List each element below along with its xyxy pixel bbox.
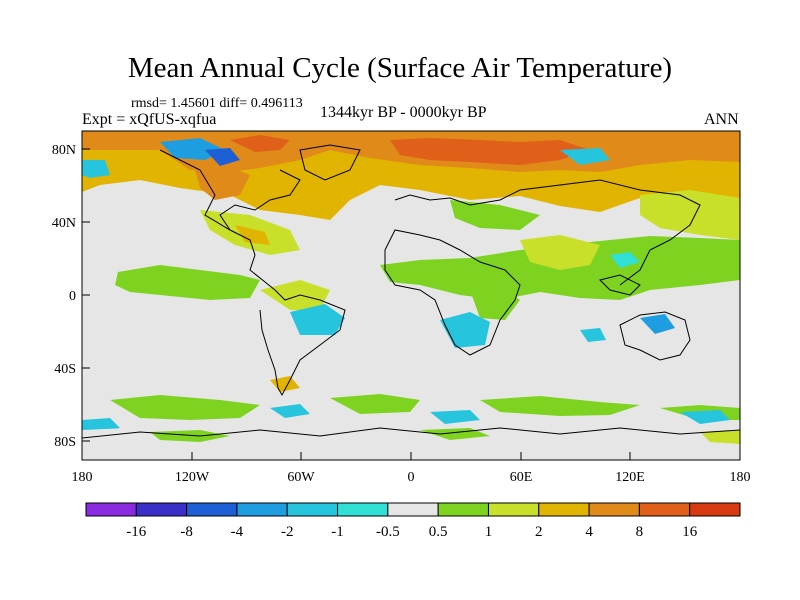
lon-label: 180 bbox=[730, 470, 751, 485]
colorbar-label: -4 bbox=[231, 524, 244, 540]
cooling-patch bbox=[580, 328, 606, 342]
lat-label: 80S bbox=[54, 435, 76, 450]
antarctic-cooling bbox=[430, 410, 480, 424]
lat-label: 40S bbox=[54, 362, 76, 377]
colorbar-label: 16 bbox=[682, 524, 698, 540]
cooling-patch bbox=[82, 160, 110, 178]
season-label: ANN bbox=[704, 111, 739, 128]
latitude-axis: 80N 40N 0 40S 80S bbox=[52, 143, 90, 450]
colorbar-swatch bbox=[387, 502, 439, 517]
antarctica-warming bbox=[150, 430, 230, 442]
longitude-axis: 180 120W 60W 0 60E 120E 180 bbox=[72, 452, 751, 485]
lon-label: 180 bbox=[72, 470, 93, 485]
colorbar-swatch bbox=[337, 502, 389, 517]
southern-ocean-warming bbox=[480, 396, 640, 416]
map-plot bbox=[82, 131, 740, 460]
coastlines bbox=[82, 144, 740, 439]
antarctica-neutral bbox=[82, 425, 740, 460]
colorbar-label: -16 bbox=[126, 524, 146, 540]
experiment-label: Expt = xQfUS-xqfua bbox=[82, 111, 217, 128]
colorbar-label: -0.5 bbox=[376, 524, 400, 540]
colorbar-label: 4 bbox=[585, 524, 593, 540]
southern-ocean-warming bbox=[330, 394, 420, 414]
eurasia-warming bbox=[450, 200, 540, 230]
colorbar-swatch bbox=[236, 502, 288, 517]
lat-label: 0 bbox=[69, 289, 76, 304]
colorbar-swatch bbox=[186, 502, 238, 517]
antarctic-cooling bbox=[680, 410, 730, 424]
lon-label: 0 bbox=[408, 470, 415, 485]
colorbar-swatch bbox=[638, 502, 691, 517]
colorbar-label: 1 bbox=[485, 524, 493, 540]
colorbar-swatch bbox=[437, 502, 489, 517]
cooling-patch bbox=[560, 148, 610, 165]
colorbar-swatch bbox=[538, 502, 590, 517]
warming-zone-orange bbox=[235, 225, 270, 245]
lon-label: 60W bbox=[287, 470, 315, 485]
asia-warming bbox=[640, 190, 740, 240]
south-america-warming bbox=[260, 280, 330, 310]
cooling-patch bbox=[160, 138, 225, 160]
lon-label: 120E bbox=[615, 470, 645, 485]
period-label: 1344kyr BP - 0000kyr BP bbox=[320, 104, 487, 121]
lon-label: 60E bbox=[510, 470, 533, 485]
colorbar-label: 8 bbox=[636, 524, 644, 540]
cooling-patch bbox=[290, 304, 345, 335]
antarctica-warming bbox=[700, 430, 740, 444]
colorbar-swatch bbox=[689, 502, 741, 517]
chart-title: Mean Annual Cycle (Surface Air Temperatu… bbox=[127, 52, 673, 84]
southern-ocean-warming bbox=[110, 395, 260, 420]
colorbar-swatch bbox=[487, 502, 540, 517]
colorbar-swatch bbox=[85, 502, 137, 517]
warming-core-red bbox=[230, 135, 290, 152]
tropical-warming bbox=[115, 265, 260, 300]
cooling-patch bbox=[205, 148, 240, 166]
colorbar-labels: -16 -8 -4 -2 -1 -0.5 0.5 1 2 4 8 16 bbox=[126, 524, 697, 540]
lat-label: 40N bbox=[52, 216, 76, 231]
colorbar-label: 0.5 bbox=[429, 524, 448, 540]
colorbar-swatch bbox=[588, 502, 640, 517]
colorbar-label: 2 bbox=[535, 524, 543, 540]
colorbar-swatches bbox=[85, 502, 741, 517]
cooling-patch bbox=[610, 252, 640, 268]
colorbar-label: -2 bbox=[281, 524, 294, 540]
africa-warming bbox=[470, 285, 520, 320]
colorbar: -16 -8 -4 -2 -1 -0.5 0.5 1 2 4 8 16 bbox=[85, 502, 741, 540]
asia-warming bbox=[520, 235, 600, 270]
stats-text: rmsd= 1.45601 diff= 0.496113 bbox=[131, 96, 303, 111]
cooling-patch bbox=[640, 314, 675, 334]
hudson-warming bbox=[195, 165, 250, 200]
lat-label: 80N bbox=[52, 143, 76, 158]
lon-label: 120W bbox=[175, 470, 210, 485]
colorbar-swatch bbox=[135, 502, 188, 517]
colorbar-label: -1 bbox=[331, 524, 344, 540]
antarctic-cooling bbox=[82, 418, 120, 432]
warming-core-red bbox=[390, 138, 590, 165]
colorbar-label: -8 bbox=[180, 524, 193, 540]
antarctic-cooling bbox=[270, 404, 310, 418]
colorbar-swatch bbox=[286, 502, 339, 517]
